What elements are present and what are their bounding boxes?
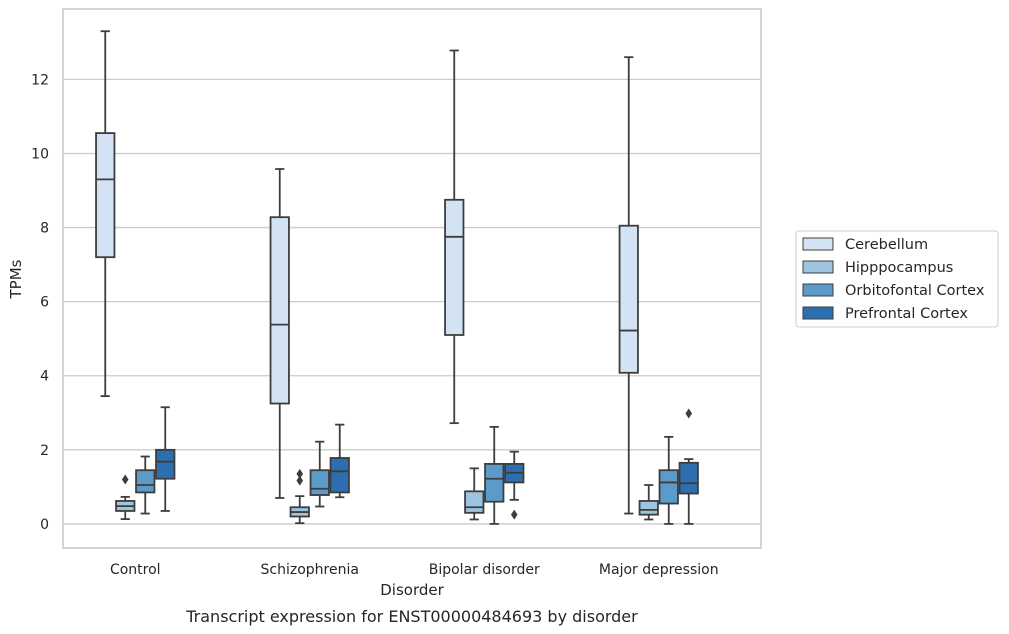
box-body	[678, 461, 699, 495]
box-orbitofontal-cortex-schizophrenia	[309, 440, 330, 508]
plot-frame	[62, 8, 762, 549]
box-orbitofontal-cortex-major-depression	[658, 435, 679, 525]
box-body	[464, 490, 485, 514]
box-body	[638, 500, 659, 516]
box-layer	[95, 30, 699, 525]
y-tick-label: 12	[31, 72, 49, 88]
y-tick-label: 4	[40, 369, 49, 385]
x-tick-label: Control	[110, 562, 161, 578]
outlier-point	[296, 468, 304, 479]
box-body	[309, 469, 330, 496]
x-tick-label: Bipolar disorder	[429, 562, 540, 578]
legend-label: Orbitofontal Cortex	[845, 283, 985, 299]
y-tick-label: 2	[40, 443, 49, 459]
y-tick-label: 10	[31, 146, 49, 162]
outlier-point	[510, 509, 518, 520]
legend-swatch	[802, 260, 834, 274]
y-axis-label: TPMs	[7, 259, 25, 299]
box-cerebellum-major-depression	[618, 56, 639, 515]
outlier-point	[296, 475, 304, 486]
legend-label: Hipppocampus	[845, 260, 953, 276]
x-axis-label: Disorder	[380, 581, 444, 599]
box-prefrontal-cortex-major-depression	[678, 408, 699, 525]
box-orbitofontal-cortex-control	[135, 455, 156, 515]
box-orbitofontal-cortex-bipolar-disorder	[484, 425, 505, 525]
y-tick-labels: 0 2 4 6 8 10 12	[31, 72, 49, 533]
box-prefrontal-cortex-control	[155, 406, 176, 512]
legend-swatch	[802, 237, 834, 251]
legend-frame	[795, 230, 999, 328]
grid-layer	[63, 78, 761, 525]
chart-caption: Transcript expression for ENST0000048469…	[185, 607, 638, 626]
box-body	[618, 224, 639, 374]
outlier-point	[121, 474, 129, 485]
box-hipppocampus-control	[115, 474, 136, 521]
legend-label: Cerebellum	[845, 237, 928, 253]
legend: Cerebellum Hipppocampus Orbitofontal Corte…	[795, 230, 999, 328]
box-body	[135, 469, 156, 494]
legend-label: Prefrontal Cortex	[845, 306, 968, 322]
box-body	[269, 216, 290, 405]
box-hipppocampus-schizophrenia	[289, 468, 310, 525]
box-body	[658, 469, 679, 505]
box-cerebellum-bipolar-disorder	[444, 49, 465, 425]
box-hipppocampus-bipolar-disorder	[464, 467, 485, 521]
box-prefrontal-cortex-schizophrenia	[329, 423, 350, 499]
box-body	[155, 448, 176, 480]
x-tick-labels: Control Schizophrenia Bipolar disorder Majo…	[110, 562, 719, 578]
y-tick-label: 8	[40, 221, 49, 237]
box-hipppocampus-major-depression	[638, 484, 659, 521]
box-body	[95, 132, 116, 259]
legend-item-hipppocampus: Hipppocampus	[802, 260, 953, 276]
outlier-point	[685, 408, 693, 419]
x-tick-label: Schizophrenia	[261, 562, 359, 578]
y-tick-label: 6	[40, 295, 49, 311]
legend-item-cerebellum: Cerebellum	[802, 237, 928, 253]
box-body	[329, 457, 350, 494]
legend-item-prefrontal-cortex: Prefrontal Cortex	[802, 306, 968, 322]
box-cerebellum-control	[95, 30, 116, 398]
box-prefrontal-cortex-bipolar-disorder	[504, 450, 525, 520]
legend-swatch	[802, 306, 834, 320]
y-tick-label: 0	[40, 517, 49, 533]
x-tick-label: Major depression	[599, 562, 719, 578]
box-body	[484, 463, 505, 503]
legend-swatch	[802, 283, 834, 297]
legend-item-orbitofontal-cortex: Orbitofontal Cortex	[802, 283, 985, 299]
box-body	[444, 198, 465, 336]
box-cerebellum-schizophrenia	[269, 168, 290, 499]
